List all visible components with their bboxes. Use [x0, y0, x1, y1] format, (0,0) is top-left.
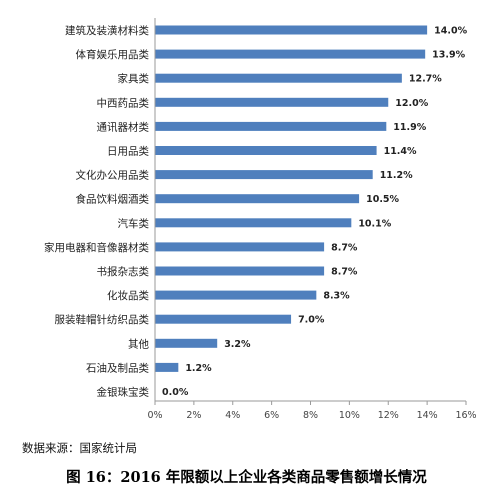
- value-label: 11.2%: [380, 170, 413, 181]
- figure-caption: 图 16：2016 年限额以上企业各类商品零售额增长情况: [66, 469, 427, 486]
- bar: [155, 362, 179, 372]
- value-label: 3.2%: [224, 339, 251, 350]
- bar: [155, 170, 373, 180]
- source-note: 数据来源：国家统计局: [22, 441, 137, 455]
- value-label: 8.7%: [331, 267, 358, 278]
- x-tick-label: 12%: [378, 410, 399, 421]
- value-label: 11.4%: [384, 146, 417, 157]
- category-label: 建筑及装潢材料类: [65, 24, 149, 37]
- category-label: 家用电器和音像器材类: [44, 241, 149, 254]
- value-label: 1.2%: [185, 363, 212, 374]
- x-tick-label: 2%: [186, 410, 201, 421]
- value-label: 8.7%: [331, 242, 358, 253]
- x-tick-label: 10%: [339, 410, 360, 421]
- bar: [155, 146, 377, 155]
- bar: [155, 49, 426, 59]
- category-label: 金银珠宝类: [97, 386, 150, 399]
- bar: [155, 290, 317, 300]
- value-label: 10.1%: [358, 218, 391, 229]
- x-tick-label: 6%: [264, 410, 279, 421]
- value-label: 10.5%: [366, 194, 399, 205]
- bar: [155, 338, 218, 348]
- value-label: 8.3%: [323, 291, 350, 302]
- x-tick-label: 14%: [417, 410, 438, 421]
- value-label: 14.0%: [434, 26, 467, 37]
- x-tick-label: 4%: [225, 410, 240, 421]
- x-tick-label: 0%: [147, 410, 162, 421]
- category-label: 化妆品类: [107, 289, 149, 302]
- category-label: 文化办公用品类: [76, 169, 150, 182]
- category-label: 书报杂志类: [97, 265, 150, 278]
- value-label: 12.0%: [395, 98, 428, 109]
- category-label: 石油及制品类: [86, 361, 149, 374]
- category-label: 家具类: [118, 72, 150, 85]
- category-label: 服装鞋帽针纺织品类: [55, 313, 150, 326]
- category-label: 通讯器材类: [97, 120, 150, 133]
- bar-chart: 建筑及装潢材料类 14.0% 体育娱乐用品类 13.9% 家具类 12.7% 中西药品类 12…: [44, 18, 477, 421]
- x-tick-label: 8%: [303, 410, 318, 421]
- value-label: 0.0%: [162, 387, 189, 398]
- bar: [155, 194, 360, 204]
- bar: [155, 314, 292, 324]
- x-ticks-layer: 0% 2% 4% 6% 8% 10% 12% 14% 16%: [147, 401, 477, 421]
- category-label: 日用品类: [107, 145, 149, 158]
- bar: [155, 121, 387, 131]
- value-label: 11.9%: [393, 122, 426, 133]
- value-label: 12.7%: [409, 74, 442, 85]
- category-label: 中西药品类: [97, 96, 150, 109]
- bar: [155, 97, 389, 107]
- bars-layer: 建筑及装潢材料类 14.0% 体育娱乐用品类 13.9% 家具类 12.7% 中西药品类 12…: [44, 24, 468, 399]
- bar: [155, 25, 428, 35]
- value-label: 7.0%: [298, 315, 325, 326]
- category-label: 食品饮料烟酒类: [76, 193, 150, 206]
- category-label: 其他: [128, 337, 149, 350]
- category-label: 体育娱乐用品类: [76, 48, 150, 61]
- bar: [155, 266, 325, 276]
- bar: [155, 73, 402, 83]
- bar: [155, 242, 325, 252]
- value-label: 13.9%: [432, 50, 465, 61]
- category-label: 汽车类: [118, 217, 150, 230]
- x-tick-label: 16%: [455, 410, 476, 421]
- bar: [155, 218, 352, 228]
